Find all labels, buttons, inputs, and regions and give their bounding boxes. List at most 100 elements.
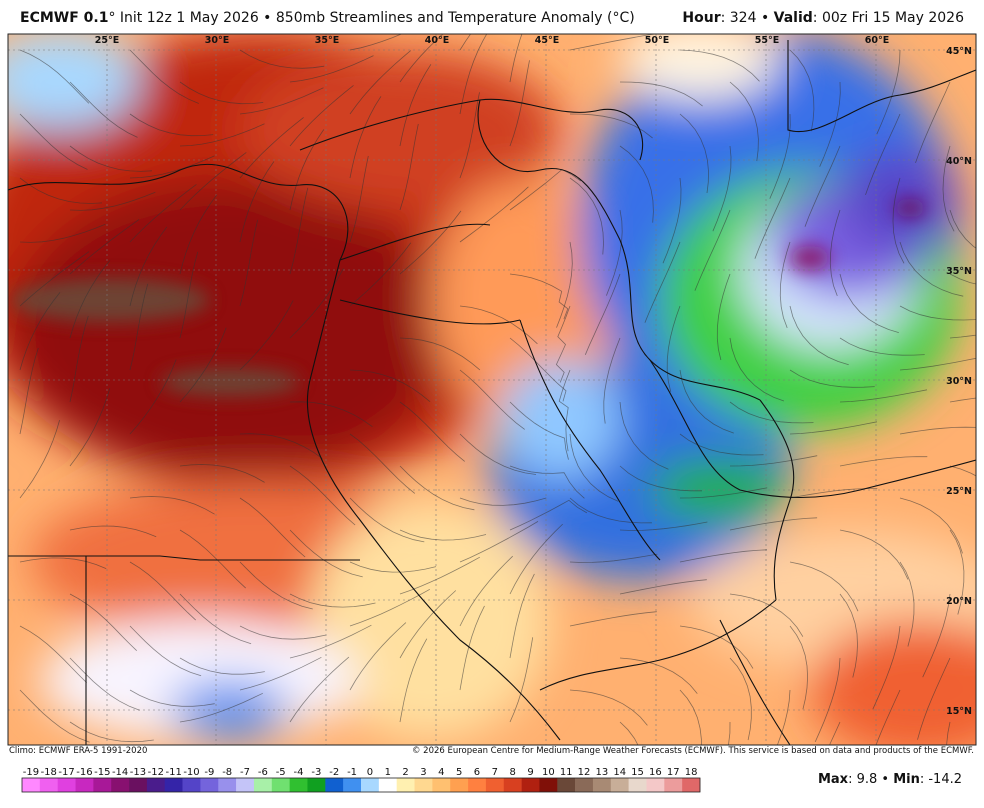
streamline <box>949 334 976 339</box>
text-segment: ° Init 12z 1 May 2026 • 850mb Streamline… <box>108 10 635 26</box>
streamline <box>239 433 323 459</box>
colorbar-swatch <box>182 778 201 792</box>
streamline <box>789 305 849 366</box>
streamline <box>69 260 111 339</box>
streamline <box>179 194 218 275</box>
streamline <box>239 300 294 371</box>
streamline <box>19 347 39 435</box>
colorbar-swatch <box>485 778 505 792</box>
streamline <box>69 191 156 211</box>
streamline <box>459 92 480 179</box>
graticule <box>8 34 976 745</box>
streamline <box>69 657 140 711</box>
streamline <box>399 123 419 211</box>
streamline <box>129 184 197 243</box>
streamline <box>509 273 569 320</box>
streamline <box>876 49 901 135</box>
map-frame <box>7 33 977 746</box>
streamline <box>289 465 356 526</box>
streamline <box>399 401 465 462</box>
streamline <box>729 455 818 467</box>
colorbar-label: 14 <box>613 767 626 778</box>
streamline <box>729 81 759 162</box>
streamline <box>569 553 658 563</box>
colorbar-swatch <box>468 778 487 792</box>
streamline <box>606 209 623 296</box>
streamline <box>619 657 698 694</box>
streamline <box>239 219 259 307</box>
colorbar-swatch <box>503 778 522 792</box>
lat-label: 45°N <box>946 46 972 57</box>
colorbar-label: -12 <box>148 767 164 778</box>
streamline <box>129 359 177 435</box>
colorbar-label: 2 <box>402 767 408 778</box>
streamline <box>179 251 199 339</box>
streamline <box>619 81 703 107</box>
streamline <box>839 273 899 333</box>
streamline <box>399 529 487 541</box>
streamline <box>349 622 407 691</box>
text-segment: Hour <box>682 10 721 26</box>
streamline <box>289 268 344 339</box>
colorbar-swatch <box>93 778 112 792</box>
colorbar-swatch <box>610 778 629 792</box>
lon-label: 25°E <box>95 35 119 46</box>
streamline <box>69 81 138 138</box>
streamline <box>814 657 841 743</box>
streamline <box>19 177 103 204</box>
colorbar-label: 12 <box>578 767 591 778</box>
streamline <box>892 177 905 264</box>
streamline <box>789 625 809 710</box>
colorbar-swatch <box>146 778 166 792</box>
colorbar-label: 0 <box>367 767 373 778</box>
streamline <box>179 692 263 723</box>
colorbar-label: 17 <box>667 767 680 778</box>
streamline <box>679 369 734 434</box>
climo-note: Climo: ECMWF ERA-5 1991-2020 <box>9 746 148 756</box>
streamline <box>349 242 412 307</box>
streamline <box>899 241 964 297</box>
streamline <box>19 49 90 104</box>
streamline <box>179 123 265 147</box>
colorbar-label: -16 <box>76 767 92 778</box>
streamline <box>129 496 215 515</box>
colorbar-swatch <box>682 778 701 792</box>
colorbar-swatch <box>22 778 41 792</box>
streamline <box>129 561 196 621</box>
streamline <box>69 315 89 403</box>
colorbar-swatch <box>378 778 397 792</box>
streamline <box>509 401 569 460</box>
streamline <box>289 529 363 578</box>
streamline <box>19 557 107 569</box>
streamline <box>584 273 621 355</box>
lon-label: 55°E <box>755 35 779 46</box>
streamline <box>239 117 304 179</box>
streamline <box>349 497 425 543</box>
colorbar-swatch <box>271 778 290 792</box>
streamline <box>459 186 529 243</box>
colorbar-label: -19 <box>23 767 39 778</box>
colorbar-swatch <box>218 778 237 792</box>
streamline <box>509 34 523 83</box>
lat-label: 20°N <box>946 596 972 607</box>
streamline <box>239 656 322 691</box>
colorbar-swatch <box>521 778 540 792</box>
lat-label: 15°N <box>946 706 972 717</box>
streamline <box>399 210 462 275</box>
streamline <box>459 34 488 115</box>
streamline <box>789 488 878 499</box>
colorbar-swatch <box>432 778 451 792</box>
colorbar-swatch <box>200 778 219 792</box>
streamline <box>619 521 708 531</box>
streamline <box>19 689 90 743</box>
streamline <box>509 499 588 531</box>
streamline <box>569 433 619 502</box>
streamline <box>459 555 513 627</box>
streamline <box>619 465 702 492</box>
streamline <box>349 50 411 115</box>
streamline <box>804 145 841 227</box>
streamline <box>69 388 111 467</box>
streamline <box>239 497 306 558</box>
streamline <box>619 721 639 745</box>
